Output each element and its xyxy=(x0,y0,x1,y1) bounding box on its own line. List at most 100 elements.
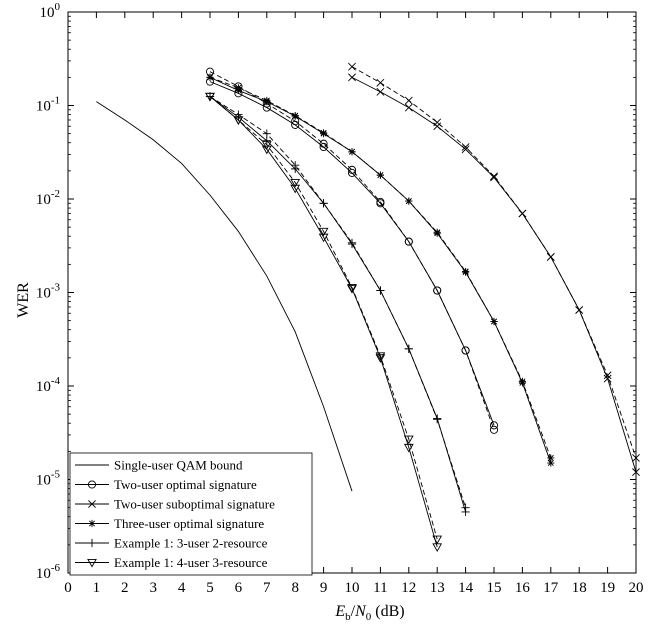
data-point-triangle-down xyxy=(261,145,272,155)
data-point-x xyxy=(518,209,527,218)
y-tick-exponent: -3 xyxy=(51,282,61,294)
data-point-plus xyxy=(404,344,413,353)
data-point-circle xyxy=(433,286,442,295)
x-axis-unit: (dB) xyxy=(371,603,404,620)
data-point-circle xyxy=(319,139,328,148)
y-tick-label: 10-1 xyxy=(36,95,60,115)
data-point-circle xyxy=(347,165,357,174)
data-point-x xyxy=(575,306,584,314)
x-tick-label: 15 xyxy=(487,580,502,596)
series-line-solid xyxy=(351,76,637,473)
legend: Single-user QAM bound Two-user optimal si… xyxy=(69,452,313,576)
x-tick-label: 1 xyxy=(93,580,101,596)
data-point-x xyxy=(603,371,612,380)
data-point-triangle-down xyxy=(432,535,443,545)
y-tick-base: 10 xyxy=(36,286,51,302)
legend-label: Three-user optimal signature xyxy=(114,516,264,531)
y-tick-label: 10-4 xyxy=(36,375,61,395)
data-point-star xyxy=(518,377,526,385)
data-point-triangle-down xyxy=(347,283,357,293)
data-point-x xyxy=(461,143,470,151)
data-point-star xyxy=(206,73,214,81)
data-point-star xyxy=(291,111,299,120)
y-tick-exponent: -5 xyxy=(51,469,61,481)
data-point-x xyxy=(376,87,385,96)
series-line-solid xyxy=(96,101,353,492)
data-point-x xyxy=(348,62,356,71)
x-tick-label: 19 xyxy=(600,580,615,596)
data-point-triangle-down xyxy=(233,116,244,125)
legend-item: Two-user optimal signature xyxy=(75,477,257,492)
data-point-x xyxy=(546,253,555,261)
x-tick-label: 12 xyxy=(401,580,416,596)
x-tick-label: 6 xyxy=(235,580,243,596)
y-tick-base: 10 xyxy=(36,99,51,115)
y-tick-label: 10-6 xyxy=(36,562,61,582)
data-point-star xyxy=(462,267,470,276)
series-3 xyxy=(348,62,640,477)
legend-label: Two-user suboptimal signature xyxy=(114,497,275,512)
x-tick-label: 13 xyxy=(430,580,445,596)
y-tick-label: 100 xyxy=(40,1,61,21)
legend-item: Two-user suboptimal signature xyxy=(75,497,275,512)
legend-box xyxy=(69,452,313,576)
series-line-solid xyxy=(209,81,495,426)
data-point-star xyxy=(234,84,242,92)
legend-item: Example 1: 3-user 2-resource xyxy=(75,536,268,551)
legend-item: Example 1: 4-user 3-resource xyxy=(75,555,268,570)
data-point-x xyxy=(348,73,356,82)
data-point-x xyxy=(490,172,498,181)
legend-label: Two-user optimal signature xyxy=(114,477,257,492)
data-point-x xyxy=(376,78,385,87)
legend-label: Single-user QAM bound xyxy=(114,458,243,473)
series-1 xyxy=(96,101,353,492)
data-point-triangle-down xyxy=(347,285,357,294)
legend-item: Single-user QAM bound xyxy=(75,458,243,473)
x-tick-label: 18 xyxy=(572,580,587,596)
series-layer xyxy=(96,62,640,552)
data-point-circle xyxy=(404,237,413,246)
x-tick-label: 4 xyxy=(178,580,186,596)
x-tick-label: 20 xyxy=(629,580,644,596)
data-point-triangle-down xyxy=(432,543,443,552)
legend-label: Example 1: 3-user 2-resource xyxy=(114,536,268,551)
data-point-triangle-down xyxy=(290,178,301,188)
x-axis-e: E xyxy=(334,603,345,620)
x-axis-title: Eb/N0 (dB) xyxy=(334,603,404,623)
data-point-triangle-down xyxy=(318,233,329,243)
x-tick-label: 2 xyxy=(121,580,129,596)
data-point-triangle-down xyxy=(375,352,386,361)
series-line-solid xyxy=(209,96,438,548)
data-point-star xyxy=(490,317,498,326)
x-tick-label: 9 xyxy=(320,580,328,596)
data-point-x xyxy=(404,96,413,105)
x-axis-zero-subscript: 0 xyxy=(366,611,372,623)
data-point-x xyxy=(433,122,442,131)
x-tick-labels: 0 1 2 3 4 5 6 7 8 9 10 11 12 13 14 15 16 17 18 19 20 xyxy=(64,580,643,596)
legend-marker-circle xyxy=(87,480,97,489)
x-axis-b-subscript: b xyxy=(345,611,351,623)
data-point-circle xyxy=(376,197,385,206)
series-line-dashed xyxy=(209,96,438,540)
data-point-star xyxy=(547,454,555,462)
data-point-triangle-down xyxy=(403,435,414,445)
x-axis-n: N xyxy=(354,603,367,620)
series-line-dashed xyxy=(351,66,637,459)
data-point-triangle-down xyxy=(261,141,272,150)
y-tick-exponent: -6 xyxy=(51,562,61,574)
data-point-star xyxy=(320,129,328,137)
data-point-star xyxy=(405,197,413,205)
x-tick-label: 11 xyxy=(373,580,387,596)
data-point-plus xyxy=(347,238,357,247)
data-point-plus xyxy=(433,415,442,424)
y-tick-base: 10 xyxy=(40,5,55,21)
series-5 xyxy=(205,92,470,517)
series-2 xyxy=(205,67,499,434)
x-tick-label: 16 xyxy=(515,580,531,596)
series-line-solid xyxy=(209,76,552,464)
y-tick-exponent: 0 xyxy=(55,1,61,13)
data-point-circle xyxy=(489,425,499,434)
data-point-circle xyxy=(347,168,357,177)
